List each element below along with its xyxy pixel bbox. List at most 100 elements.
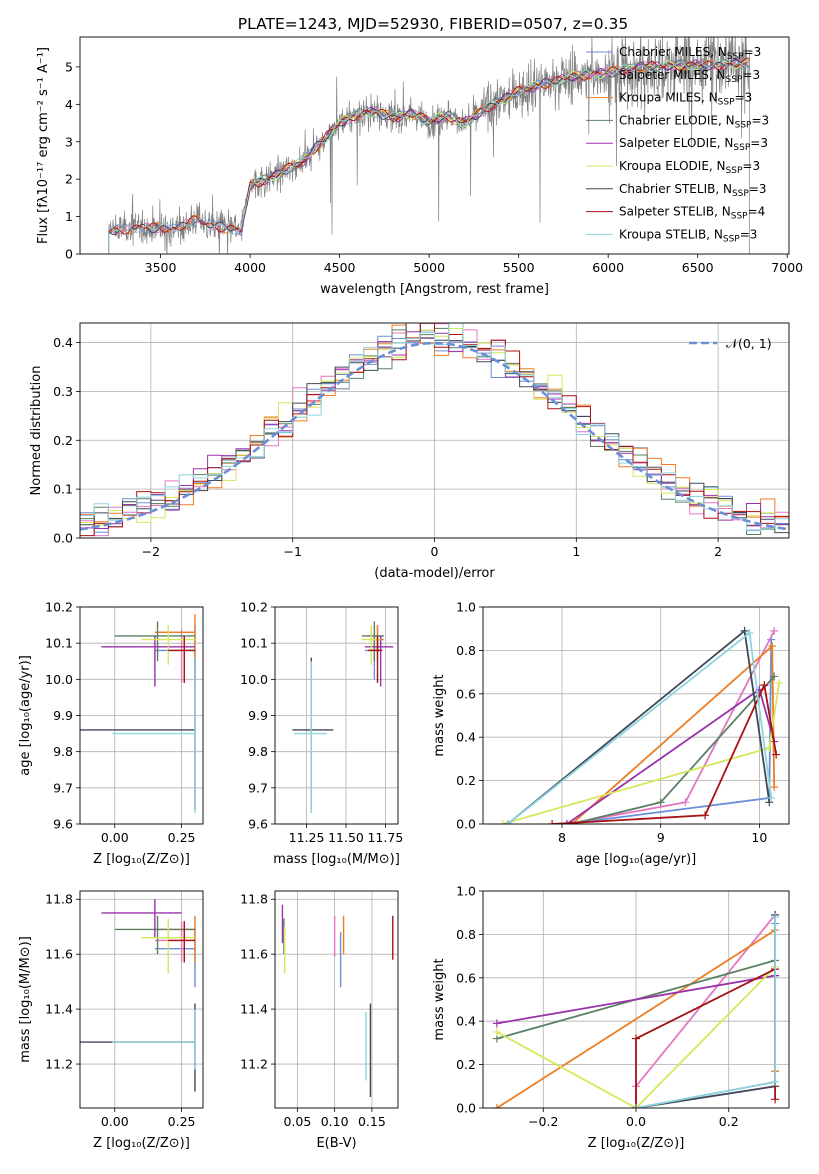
weight-marker xyxy=(562,820,571,824)
weight-marker xyxy=(771,1077,780,1086)
y-tick-label: 10.1 xyxy=(240,636,268,651)
axes-frame xyxy=(274,890,399,1109)
y-axis-label: mass [log₁₀(M/M⊙)] xyxy=(18,936,33,1063)
y-tick-label: 10.0 xyxy=(45,672,73,687)
legend-entry: Chabrier ELODIE, NSSP=3 xyxy=(619,113,769,130)
figure-title: PLATE=1243, MJD=52930, FIBERID=0507, z=0… xyxy=(238,15,628,33)
y-tick-label: 9.7 xyxy=(53,780,73,795)
x-axis-label: mass [log₁₀(M/M⊙)] xyxy=(273,852,400,867)
x-tick-label: 0.10 xyxy=(321,1114,349,1129)
weight-marker xyxy=(771,1095,780,1104)
residual-histogram xyxy=(80,323,789,537)
legend-entry: Chabrier MILES, NSSP=3 xyxy=(619,45,761,62)
axes-frame xyxy=(274,606,399,825)
x-axis-label: (data-model)/error xyxy=(374,566,495,581)
x-tick-label: 1 xyxy=(572,544,580,559)
x-tick-label: 4500 xyxy=(324,260,356,275)
legend-nssp: =4 xyxy=(748,205,766,219)
mass_vs_Z-plot-area xyxy=(80,899,196,1092)
residuals-panel: −2 −1 0 1 2 0.0 0.1 0.2 0.3 0.4 (data-model)/error… xyxy=(29,322,790,581)
weight-marker xyxy=(548,820,557,824)
y-tick-label: 1 xyxy=(65,209,73,224)
x-tick-label: −1 xyxy=(283,544,301,559)
legend-entry: Chabrier STELIB, NSSP=3 xyxy=(619,182,767,199)
weight_vs_age-plot-area xyxy=(498,626,784,824)
y-tick-label: 11.6 xyxy=(45,947,73,962)
y-tick-label: 9.9 xyxy=(53,708,73,723)
weight-marker xyxy=(770,626,779,635)
weight-marker xyxy=(771,913,780,922)
weight-marker xyxy=(765,798,774,807)
residuals-plot-area xyxy=(80,323,789,537)
legend-subscript: SSP xyxy=(727,52,744,62)
y-tick-label: 0.0 xyxy=(456,817,476,832)
weight-marker xyxy=(745,629,754,638)
x-tick-label: 0.00 xyxy=(101,830,129,845)
y-tick-label: 11.2 xyxy=(240,1057,268,1072)
y-tick-label: 10.2 xyxy=(240,600,268,615)
y-tick-label: 11.6 xyxy=(240,947,268,962)
y-tick-label: 11.8 xyxy=(45,892,73,907)
x-tick-label: 9 xyxy=(657,830,665,845)
y-tick-label: 0.6 xyxy=(456,970,476,985)
y-tick-label: 9.6 xyxy=(248,817,268,832)
axes-frame xyxy=(79,36,790,255)
weight-marker xyxy=(701,811,710,820)
normal-reference-curve xyxy=(80,341,789,531)
axes-frame xyxy=(79,606,204,825)
legend-nssp: =3 xyxy=(742,159,760,173)
x-axis-label: wavelength [Angstrom, rest frame] xyxy=(320,282,549,297)
legend-subscript: SSP xyxy=(735,120,752,130)
y-tick-label: 0.2 xyxy=(456,1057,476,1072)
spectrum-legend: Chabrier MILES, NSSP=3 Salpeter MILES, NS… xyxy=(586,45,769,244)
residuals-legend: 𝒩(0, 1) xyxy=(689,336,772,351)
y-tick-label: 0.8 xyxy=(456,643,476,658)
legend-entry: Salpeter MILES, NSSP=3 xyxy=(619,68,760,85)
legend-entry: Kroupa ELODIE, NSSP=3 xyxy=(619,159,760,176)
legend-entry: Salpeter ELODIE, NSSP=3 xyxy=(619,136,768,153)
y-tick-label: 0 xyxy=(65,247,73,262)
model-spectrum-line xyxy=(108,59,750,254)
weight_vs_Z-panel: −0.2 0.0 0.2 0.0 0.2 0.4 0.6 0.8 1.0 Z [log₁₀(Z/Z… xyxy=(432,884,790,1151)
x-tick-label: 0.15 xyxy=(358,1114,386,1129)
y-tick-label: 0.4 xyxy=(456,1014,476,1029)
y-tick-label: 11.8 xyxy=(240,892,268,907)
y-tick-label: 0.0 xyxy=(456,1101,476,1116)
y-tick-label: 10.2 xyxy=(45,600,73,615)
weight-marker xyxy=(632,1104,640,1108)
x-tick-label: 0.05 xyxy=(283,1114,311,1129)
weight-line xyxy=(552,682,778,824)
y-tick-label: 10.0 xyxy=(240,672,268,687)
legend-subscript: SSP xyxy=(723,234,740,244)
y-tick-label: 0.0 xyxy=(53,531,73,546)
x-tick-label: 6000 xyxy=(592,260,624,275)
x-tick-label: 4000 xyxy=(234,260,266,275)
x-tick-label: −2 xyxy=(142,544,160,559)
y-tick-label: 9.7 xyxy=(248,780,268,795)
x-tick-label: 6500 xyxy=(682,260,714,275)
weight-marker xyxy=(632,1034,640,1043)
weight-marker xyxy=(503,820,512,824)
y-tick-label: 2 xyxy=(65,172,73,187)
x-tick-label: 10 xyxy=(751,830,767,845)
x-tick-label: 0 xyxy=(431,544,439,559)
x-tick-label: 0.0 xyxy=(626,1114,646,1129)
x-axis-label: age [log₁₀(age/yr)] xyxy=(576,852,697,867)
weight-marker xyxy=(492,1019,501,1028)
legend-nssp: =3 xyxy=(750,136,768,150)
weight-marker xyxy=(768,642,777,651)
y-tick-label: 0.4 xyxy=(53,335,73,350)
axes-frame xyxy=(482,606,790,825)
y-tick-label: 9.8 xyxy=(248,744,268,759)
x-tick-label: 11.75 xyxy=(367,830,403,845)
age_vs_mass-plot-area xyxy=(292,621,394,814)
mass_vs_ebv-plot-area xyxy=(281,904,394,1098)
legend-subscript: SSP xyxy=(718,98,735,108)
weight-marker xyxy=(765,744,774,753)
axes-frame xyxy=(482,890,790,1109)
legend-subscript: SSP xyxy=(733,143,750,153)
y-tick-label: 11.4 xyxy=(240,1002,268,1017)
legend-nssp: =3 xyxy=(742,68,760,82)
weight-marker xyxy=(492,1104,501,1108)
